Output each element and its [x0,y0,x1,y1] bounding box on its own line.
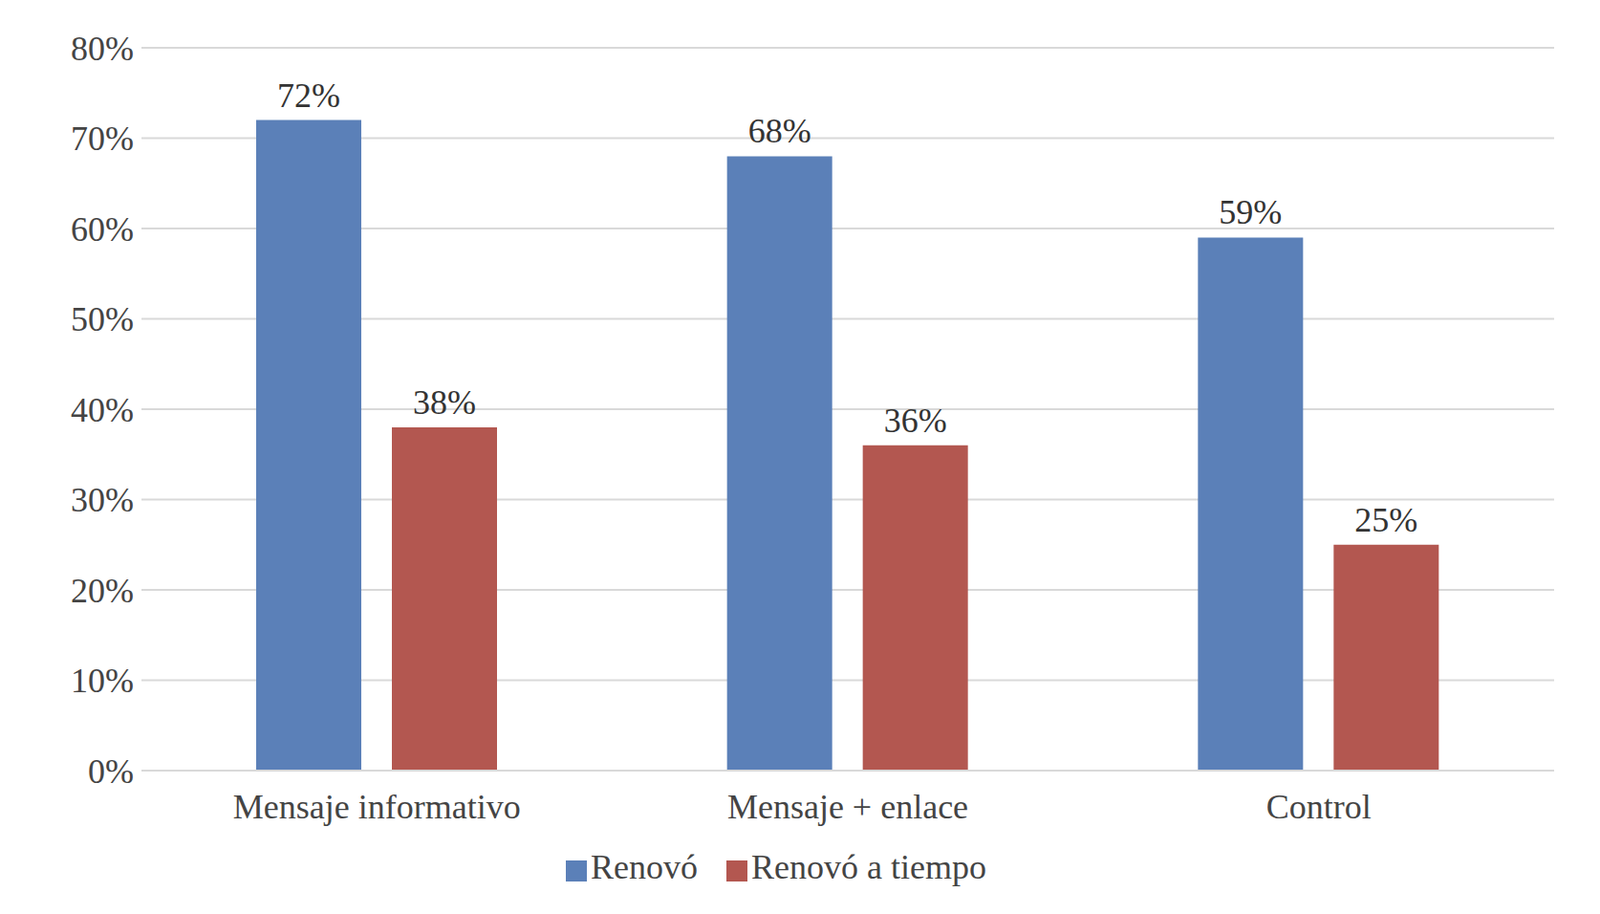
svg-text:Mensaje + enlace: Mensaje + enlace [727,787,969,826]
svg-text:Control: Control [1266,787,1372,826]
svg-text:59%: 59% [1218,193,1282,232]
svg-text:38%: 38% [412,383,476,422]
svg-text:68%: 68% [748,111,812,151]
svg-text:72%: 72% [277,76,341,115]
svg-text:20%: 20% [70,571,134,610]
svg-text:50%: 50% [70,300,134,339]
html-text:Renovó a tiempo: Renovó a tiempo [751,847,987,887]
svg-text:70%: 70% [70,119,134,158]
svg-text:25%: 25% [1354,500,1418,540]
html-text:Renovó: Renovó [590,847,698,887]
svg-text:60%: 60% [70,210,134,249]
svg-text:40%: 40% [70,390,134,430]
svg-text:Mensaje informativo: Mensaje informativo [233,787,521,826]
svg-text:10%: 10% [70,661,134,700]
svg-text:30%: 30% [70,480,134,519]
svg-text:36%: 36% [884,401,948,440]
svg-text:0%: 0% [87,752,134,791]
svg-text:80%: 80% [70,29,134,68]
